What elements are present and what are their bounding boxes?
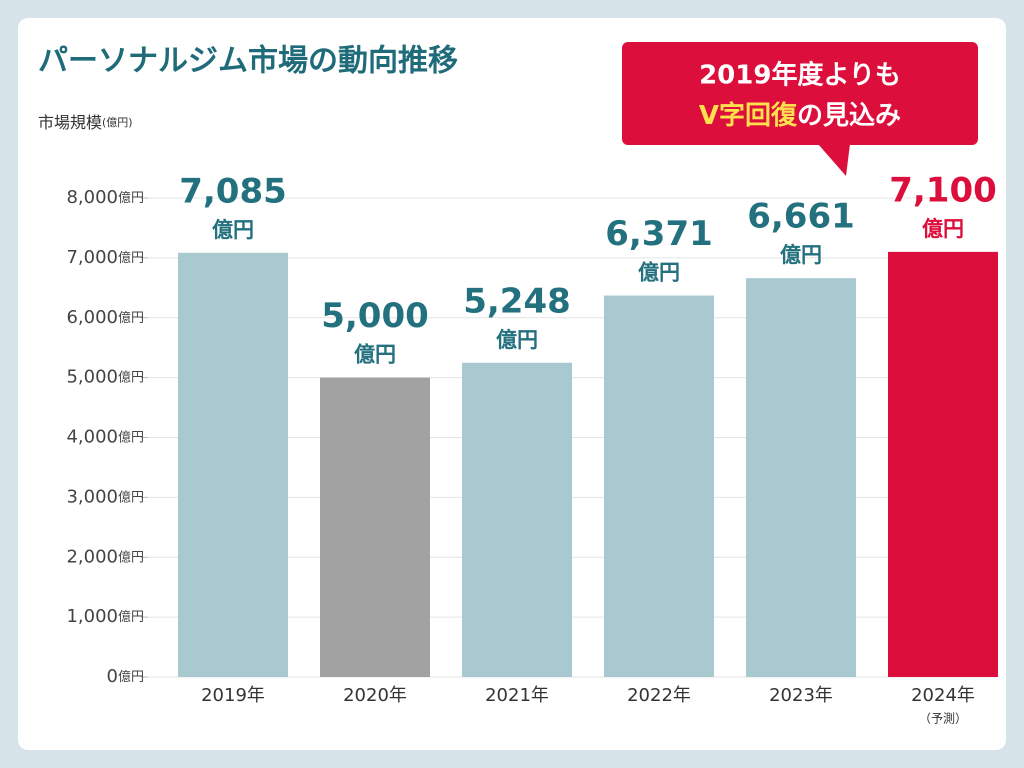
callout-box [622, 42, 978, 145]
y-tick-unit: 億円 [118, 549, 144, 565]
chart-title: パーソナルジム市場の動向推移 [38, 44, 458, 79]
bar [746, 278, 856, 677]
value-unit: 億円 [638, 261, 680, 285]
y-tick-unit: 億円 [118, 429, 144, 445]
value-unit: 億円 [354, 343, 396, 367]
y-tick-number: 8,000 [66, 187, 118, 208]
y-tick-label: 1,000億円 [66, 606, 144, 627]
value-label: 5,000 [321, 296, 429, 336]
y-tick-number: 4,000 [66, 427, 118, 448]
value-unit: 億円 [922, 217, 964, 241]
y-label: 市場規模 [38, 113, 102, 132]
callout: 2019年度よりも V字回復の見込み [622, 42, 978, 176]
y-tick-unit: 億円 [118, 489, 144, 505]
y-tick-number: 6,000 [66, 307, 118, 328]
x-tick-label: 2019年 [201, 685, 265, 706]
y-tick-number: 0 [107, 666, 118, 687]
callout-pointer [818, 144, 850, 176]
callout-line1: 2019年度よりも [699, 60, 901, 91]
value-label: 5,248 [463, 281, 571, 321]
y-tick-label: 5,000億円 [66, 367, 144, 388]
y-tick-unit: 億円 [118, 669, 144, 685]
y-tick-number: 3,000 [66, 486, 118, 507]
y-tick-unit: 億円 [118, 309, 144, 325]
y-tick-number: 7,000 [66, 247, 118, 268]
callout-rest: の見込み [797, 101, 901, 131]
value-label: 6,661 [747, 197, 855, 237]
y-tick-label: 7,000億円 [66, 247, 144, 268]
x-tick-label: 2021年 [485, 685, 549, 706]
y-tick-unit: 億円 [118, 249, 144, 265]
value-unit: 億円 [496, 328, 538, 352]
x-tick-label: 2023年 [769, 685, 833, 706]
x-tick-label: 2024年 [911, 685, 975, 706]
bar [604, 295, 714, 677]
bar [320, 377, 430, 677]
callout-highlight: V字回復 [699, 100, 798, 131]
y-axis-label: 市場規模(億円) [38, 113, 133, 132]
x-tick-label: 2022年 [627, 685, 691, 706]
y-tick-label: 6,000億円 [66, 307, 144, 328]
value-label: 6,371 [605, 214, 713, 254]
y-tick-label: 4,000億円 [66, 427, 144, 448]
y-tick-number: 2,000 [66, 546, 118, 567]
bar [888, 251, 998, 677]
y-tick-label: 0億円 [107, 666, 144, 687]
value-label: 7,100 [889, 170, 997, 210]
y-label-unit: (億円) [102, 116, 133, 129]
y-tick-number: 1,000 [66, 606, 118, 627]
bar [178, 252, 288, 677]
y-tick-label: 2,000億円 [66, 546, 144, 567]
x-tick-note: （予測） [919, 712, 967, 726]
y-tick-label: 3,000億円 [66, 486, 144, 507]
value-unit: 億円 [780, 243, 822, 267]
bar [462, 362, 572, 677]
y-tick-number: 5,000 [66, 367, 118, 388]
x-tick-label: 2020年 [343, 685, 407, 706]
y-tick-unit: 億円 [118, 609, 144, 625]
value-unit: 億円 [212, 218, 254, 242]
y-tick-unit: 億円 [118, 369, 144, 385]
value-label: 7,085 [179, 171, 287, 211]
callout-line2: V字回復の見込み [699, 100, 901, 131]
y-tick-unit: 億円 [118, 190, 144, 206]
y-tick-label: 8,000億円 [66, 187, 144, 208]
